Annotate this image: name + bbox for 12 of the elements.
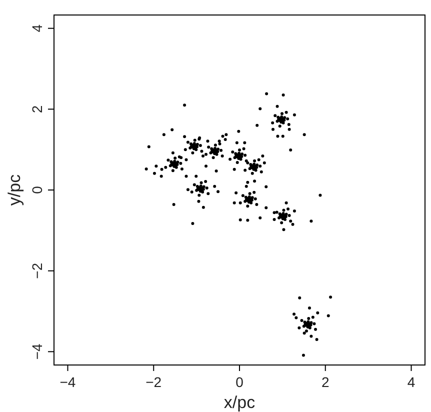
x-tick-label: 2 (321, 374, 330, 390)
y-axis-title: y/pc (5, 174, 24, 206)
x-axis-title: x/pc (224, 393, 256, 412)
x-tick-label: 4 (407, 374, 416, 390)
y-tick-label: 4 (29, 24, 45, 32)
y-tick-label: −2 (29, 262, 45, 279)
y-tick-label: −4 (29, 343, 45, 360)
x-tick-label: 0 (236, 374, 244, 390)
y-tick-label: 2 (29, 105, 45, 114)
y-tick-label: 0 (29, 186, 45, 194)
x-tick-label: −2 (146, 374, 162, 390)
x-tick-label: −4 (60, 374, 76, 390)
